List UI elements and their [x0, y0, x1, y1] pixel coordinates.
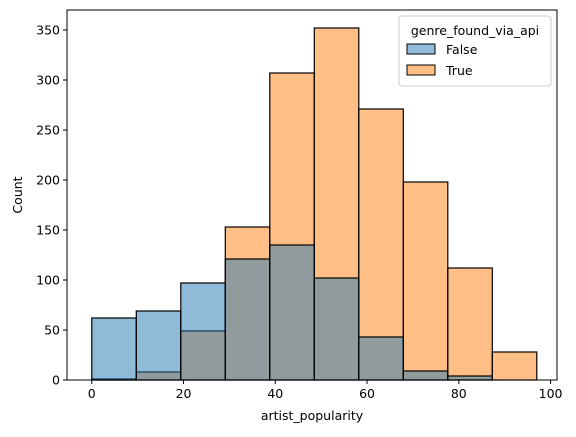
bar-true-9 [491, 351, 538, 381]
y-tick-label: 150 [36, 223, 60, 238]
y-tick-label: 300 [36, 73, 60, 88]
y-tick-label: 200 [36, 173, 60, 188]
plot-frame [66, 9, 558, 381]
legend-title: genre_found_via_api [411, 23, 539, 38]
bar-false-7 [402, 370, 449, 381]
y-axis-label: Count [10, 176, 25, 213]
bar-false-3 [224, 258, 271, 381]
legend-frame [398, 15, 552, 87]
bar-false-2 [180, 282, 226, 381]
bar-false-4 [269, 244, 315, 381]
y-tick-label: 250 [36, 123, 60, 138]
bar-true-8 [447, 267, 493, 381]
legend-swatch-true [406, 64, 436, 76]
bar-true-7 [402, 181, 449, 381]
legend-swatch-false [406, 43, 436, 55]
x-tick-label: 80 [451, 386, 467, 401]
x-tick-label: 60 [359, 386, 375, 401]
legend: genre_found_via_api False True [398, 15, 552, 87]
legend-label-true: True [445, 63, 473, 78]
bar-false-6 [358, 336, 404, 381]
y-axis-ticks: 0 50 100 150 200 250 300 350 [36, 23, 67, 388]
series-false-bars [91, 244, 493, 381]
bar-true-6 [358, 108, 404, 381]
y-tick-label: 50 [44, 323, 60, 338]
bar-false-5 [313, 277, 360, 381]
y-tick-label: 350 [36, 23, 60, 38]
bar-false-1 [135, 310, 182, 381]
x-tick-label: 20 [176, 386, 192, 401]
bar-false-8 [447, 375, 493, 381]
x-axis-ticks: 0 20 40 60 80 100 [88, 380, 563, 401]
x-axis-label: artist_popularity [261, 408, 364, 423]
legend-label-false: False [446, 42, 478, 57]
x-tick-label: 40 [267, 386, 283, 401]
y-tick-label: 0 [52, 373, 60, 388]
x-tick-label: 0 [88, 386, 96, 401]
y-tick-label: 100 [36, 273, 60, 288]
bar-false-0 [91, 317, 137, 381]
x-tick-label: 100 [539, 386, 563, 401]
